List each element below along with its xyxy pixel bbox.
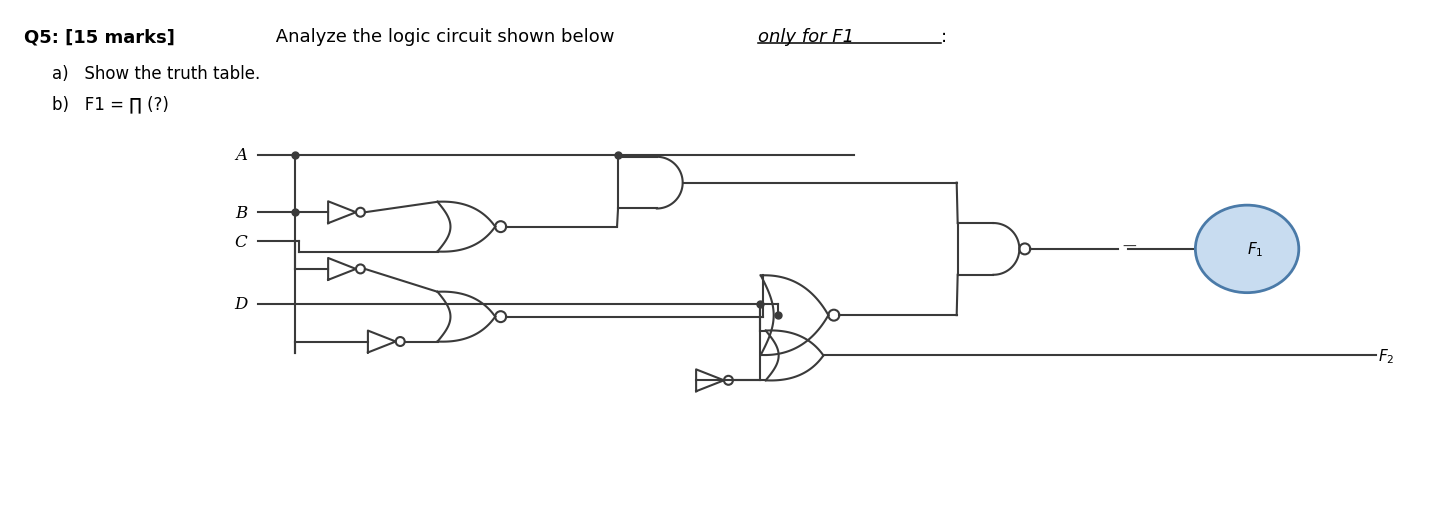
Text: B: B [235, 204, 248, 221]
Text: C: C [235, 233, 248, 250]
Text: D: D [235, 296, 248, 313]
Text: $F_2$: $F_2$ [1379, 347, 1395, 365]
Circle shape [1020, 244, 1030, 255]
Circle shape [357, 265, 365, 274]
Text: Q5: [15 marks]: Q5: [15 marks] [24, 28, 175, 46]
Circle shape [495, 222, 505, 233]
Text: —: — [1123, 239, 1137, 253]
Circle shape [357, 208, 365, 217]
Text: $F_1$: $F_1$ [1247, 240, 1263, 259]
Text: a)   Show the truth table.: a) Show the truth table. [52, 65, 259, 83]
Circle shape [725, 376, 733, 385]
Circle shape [495, 312, 505, 323]
Text: Analyze the logic circuit shown below: Analyze the logic circuit shown below [271, 28, 620, 46]
Circle shape [828, 310, 839, 321]
Ellipse shape [1196, 206, 1299, 293]
Text: A: A [236, 147, 248, 164]
Text: b)   F1 = ∏ (?): b) F1 = ∏ (?) [52, 95, 169, 112]
Text: :: : [941, 28, 947, 46]
Circle shape [395, 337, 405, 346]
Text: only for F1: only for F1 [758, 28, 853, 46]
